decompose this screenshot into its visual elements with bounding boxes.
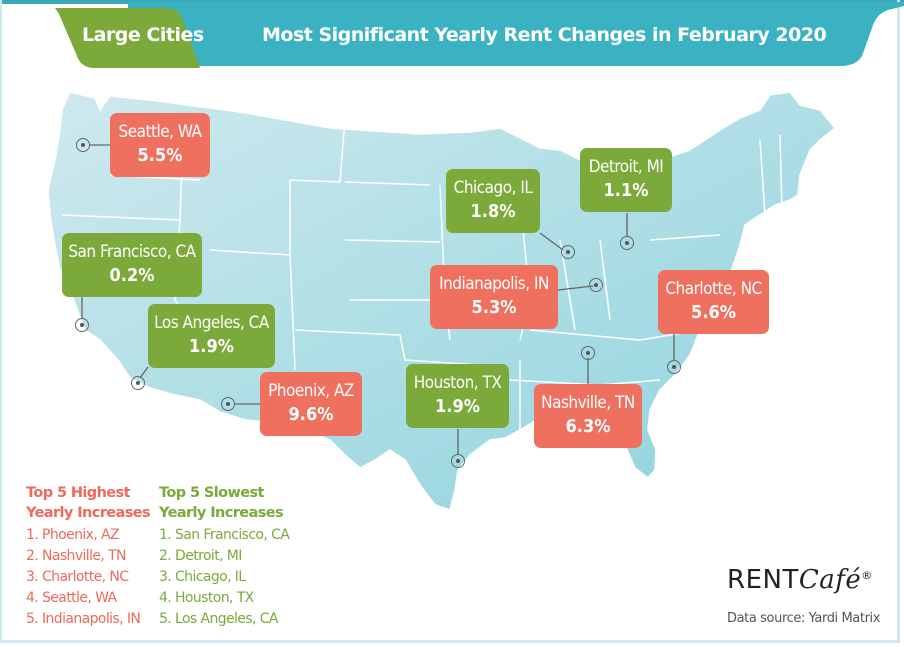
title-banner: [128, 2, 904, 66]
data-source: Data source: Yardi Matrix: [727, 611, 881, 626]
los-angeles-pin-icon: [131, 376, 145, 390]
city-name: Detroit, MI: [588, 157, 664, 177]
registered-mark: ®: [861, 569, 873, 582]
city-callout-indianapolis: Indianapolis, IN 5.3%: [430, 265, 558, 329]
category-tab: [55, 8, 200, 68]
list-title: Top 5 Highest Yearly Increases: [26, 483, 151, 523]
page-title: Most Significant Yearly Rent Changes in …: [262, 24, 827, 46]
city-callout-detroit: Detroit, MI 1.1%: [580, 148, 672, 212]
rent-change: 6.3%: [565, 416, 611, 437]
nashville-pin-icon: [581, 346, 595, 360]
list-item: 3. Charlotte, NC: [26, 569, 129, 585]
seattle-pin-icon: [76, 138, 90, 152]
city-callout-phoenix: Phoenix, AZ 9.6%: [260, 372, 362, 436]
list-title-line1: Top 5 Highest: [26, 485, 131, 501]
city-name: Houston, TX: [413, 373, 502, 393]
city-callout-san-francisco: San Francisco, CA 0.2%: [62, 233, 202, 297]
list-title-line2: Yearly Increases: [26, 505, 151, 521]
city-name: Seattle, WA: [118, 122, 202, 142]
city-callout-seattle: Seattle, WA 5.5%: [110, 113, 210, 177]
indianapolis-pin-icon: [589, 278, 603, 292]
logo-rent: RENT: [727, 565, 799, 595]
list-item: 1. San Francisco, CA: [159, 527, 290, 543]
city-name: Phoenix, AZ: [268, 381, 354, 401]
list-title-line1: Top 5 Slowest: [159, 485, 264, 501]
rent-change: 1.9%: [189, 336, 234, 357]
city-callout-houston: Houston, TX 1.9%: [406, 364, 509, 428]
category-label: Large Cities: [82, 24, 204, 46]
rent-change: 0.2%: [109, 265, 155, 286]
list-item: 4. Seattle, WA: [26, 590, 117, 606]
rent-change: 5.3%: [471, 297, 517, 318]
houston-pin-icon: [451, 454, 465, 468]
city-callout-chicago: Chicago, IL 1.8%: [446, 169, 540, 233]
rent-change: 5.6%: [691, 302, 736, 323]
list-item: 3. Chicago, IL: [159, 569, 246, 585]
city-name: San Francisco, CA: [68, 242, 196, 262]
slowest-increases-list: Top 5 Slowest Yearly Increases 1. San Fr…: [159, 483, 290, 630]
city-name: Nashville, TN: [541, 393, 635, 413]
logo-cafe: Café: [798, 565, 862, 595]
rent-change: 9.6%: [288, 404, 334, 425]
chicago-pin-icon: [561, 245, 575, 259]
city-callout-nashville: Nashville, TN 6.3%: [534, 384, 642, 448]
rent-change: 1.9%: [435, 396, 480, 417]
city-callout-los-angeles: Los Angeles, CA 1.9%: [148, 304, 275, 368]
list-item: 5. Indianapolis, IN: [26, 611, 141, 627]
list-item: 1. Phoenix, AZ: [26, 527, 120, 543]
list-title-line2: Yearly Increases: [159, 505, 284, 521]
rentcafe-logo: RENTCafé®: [727, 565, 873, 595]
rent-change: 1.8%: [470, 201, 516, 222]
city-name: Los Angeles, CA: [154, 313, 269, 333]
city-callout-charlotte: Charlotte, NC 5.6%: [658, 270, 769, 334]
list-item: 2. Detroit, MI: [159, 548, 242, 564]
list-item: 5. Los Angeles, CA: [159, 611, 278, 627]
rent-change: 5.5%: [137, 145, 183, 166]
san-francisco-pin-icon: [75, 318, 89, 332]
charlotte-pin-icon: [667, 360, 681, 374]
phoenix-pin-icon: [221, 397, 235, 411]
list-item: 4. Houston, TX: [159, 590, 254, 606]
list-item: 2. Nashville, TN: [26, 548, 127, 564]
detroit-pin-icon: [620, 236, 634, 250]
city-name: Indianapolis, IN: [439, 274, 549, 294]
rent-change: 1.1%: [603, 180, 649, 201]
city-name: Charlotte, NC: [665, 279, 762, 299]
city-name: Chicago, IL: [453, 178, 533, 198]
highest-increases-list: Top 5 Highest Yearly Increases 1. Phoeni…: [26, 483, 151, 630]
list-title: Top 5 Slowest Yearly Increases: [159, 483, 289, 523]
